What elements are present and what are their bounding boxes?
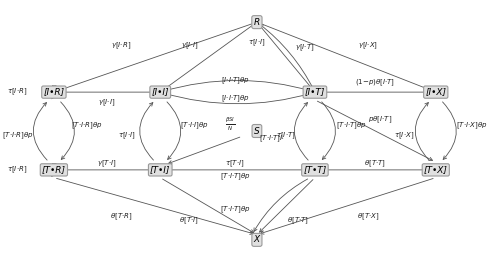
Text: $[T{\cdot}I{\cdot}I]\theta p$: $[T{\cdot}I{\cdot}I]\theta p$ — [180, 121, 208, 131]
Text: $\tau[I{\cdot}X]$: $\tau[I{\cdot}X]$ — [394, 131, 414, 141]
Text: $p\theta[I{\cdot}T]$: $p\theta[I{\cdot}T]$ — [368, 114, 392, 125]
Text: $[I{\cdot}I{\cdot}T]\theta p$: $[I{\cdot}I{\cdot}T]\theta p$ — [221, 75, 250, 86]
Text: [I•T]: [I•T] — [304, 88, 325, 97]
Text: [T•T]: [T•T] — [304, 165, 326, 174]
Text: $\gamma[I{\cdot}R]$: $\gamma[I{\cdot}R]$ — [112, 40, 132, 51]
Text: [I•X]: [I•X] — [426, 88, 446, 97]
Text: $\tau[I{\cdot}R]$: $\tau[I{\cdot}R]$ — [8, 87, 28, 97]
Text: $[T{\cdot}I{\cdot}T]I$: $[T{\cdot}I{\cdot}T]I$ — [259, 134, 283, 144]
Text: $\theta[T{\cdot}I]$: $\theta[T{\cdot}I]$ — [180, 215, 199, 226]
Text: $[T{\cdot}I{\cdot}T]\theta p$: $[T{\cdot}I{\cdot}T]\theta p$ — [336, 121, 366, 131]
Text: $\theta[T{\cdot}T]$: $\theta[T{\cdot}T]$ — [287, 215, 309, 226]
Text: $\tau[T{\cdot}I]$: $\tau[T{\cdot}I]$ — [226, 158, 245, 169]
Text: X: X — [254, 235, 260, 244]
Text: $[I{\cdot}I{\cdot}T]\theta p$: $[I{\cdot}I{\cdot}T]\theta p$ — [221, 93, 250, 104]
Text: R: R — [254, 18, 260, 27]
Text: [I•I]: [I•I] — [152, 88, 169, 97]
Text: S: S — [254, 127, 260, 135]
Text: $[T{\cdot}I{\cdot}T]\theta p$: $[T{\cdot}I{\cdot}T]\theta p$ — [220, 171, 250, 182]
Text: $\theta[T{\cdot}X]$: $\theta[T{\cdot}X]$ — [357, 211, 380, 222]
Text: [T•I]: [T•I] — [150, 165, 171, 174]
Text: $\gamma[I{\cdot}I]$: $\gamma[I{\cdot}I]$ — [180, 40, 198, 51]
Text: $[T{\cdot}I{\cdot}X]\theta p$: $[T{\cdot}I{\cdot}X]\theta p$ — [456, 121, 488, 131]
Text: $[T{\cdot}I{\cdot}R]\theta p$: $[T{\cdot}I{\cdot}R]\theta p$ — [71, 121, 102, 131]
Text: $[T{\cdot}I{\cdot}T]\theta p$: $[T{\cdot}I{\cdot}T]\theta p$ — [220, 205, 250, 215]
Text: $\tau[I{\cdot}I]$: $\tau[I{\cdot}I]$ — [248, 38, 266, 48]
Text: [I•R]: [I•R] — [44, 88, 64, 97]
Text: $\gamma[I{\cdot}X]$: $\gamma[I{\cdot}X]$ — [358, 40, 378, 51]
Text: $(1{-}p)\theta[I{\cdot}T]$: $(1{-}p)\theta[I{\cdot}T]$ — [356, 78, 396, 88]
Text: $\tau[I{\cdot}I]$: $\tau[I{\cdot}I]$ — [118, 131, 135, 141]
Text: $\tau[I{\cdot}R]$: $\tau[I{\cdot}R]$ — [8, 165, 28, 175]
Text: $\gamma[I{\cdot}T]$: $\gamma[I{\cdot}T]$ — [296, 43, 315, 53]
Text: $\theta[T{\cdot}R]$: $\theta[T{\cdot}R]$ — [110, 211, 133, 222]
Text: $[T{\cdot}I{\cdot}R]\theta p$: $[T{\cdot}I{\cdot}R]\theta p$ — [2, 131, 34, 141]
Text: $\gamma[T{\cdot}I]$: $\gamma[T{\cdot}I]$ — [98, 158, 117, 169]
Text: $\theta[T{\cdot}T]$: $\theta[T{\cdot}T]$ — [364, 158, 386, 169]
Text: [T•X]: [T•X] — [424, 165, 448, 174]
Text: [T•R]: [T•R] — [42, 165, 66, 174]
Text: $\gamma[I{\cdot}I]$: $\gamma[I{\cdot}I]$ — [98, 97, 116, 108]
Text: $\frac{\beta SI}{N}$: $\frac{\beta SI}{N}$ — [225, 116, 235, 133]
Text: $\tau[I{\cdot}T]$: $\tau[I{\cdot}T]$ — [276, 131, 296, 141]
